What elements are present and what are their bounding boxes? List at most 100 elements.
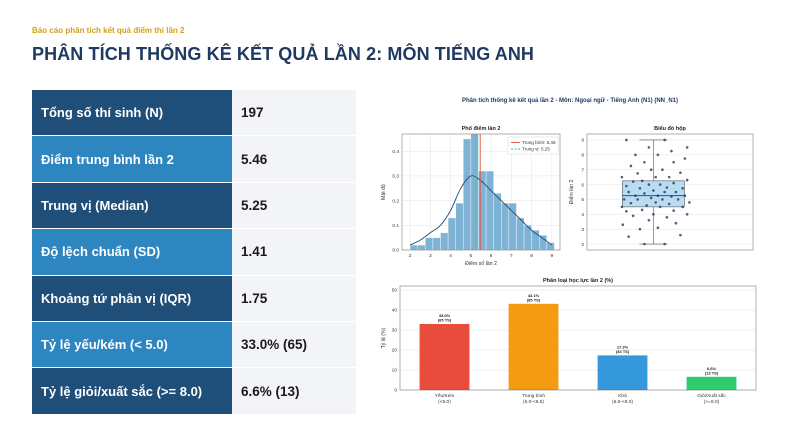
histogram-bar: [501, 202, 510, 251]
boxplot-point: [685, 178, 689, 182]
histogram-x-tick-label: 8: [530, 253, 533, 259]
boxplot-point: [676, 198, 680, 201]
classification-frame: [399, 285, 757, 391]
boxplot-y-tick-label: 4: [581, 212, 584, 218]
boxplot-point: [663, 242, 666, 246]
boxplot-point: [661, 168, 664, 171]
boxplot-y-tick-label: 7: [581, 167, 584, 173]
boxplot-y-tick-label: 5: [581, 197, 584, 203]
histogram-x-tick-label: 2: [409, 253, 412, 259]
histogram-y-tick-label: 0.1: [392, 223, 399, 229]
stat-row-weak-rate: Tỷ lệ yếu/kém (< 5.0) 33.0% (65): [32, 321, 356, 369]
histogram-x-tick-label: 7: [510, 253, 513, 259]
classification-data-label: (65 TS): [438, 318, 452, 323]
classification-data-label: (34 TS): [616, 349, 630, 354]
histogram-bar: [485, 170, 494, 251]
boxplot-point: [640, 208, 644, 212]
classification-bar: [686, 376, 737, 390]
boxplot-y-tick-label: 2: [581, 242, 584, 248]
histogram-bar: [425, 237, 434, 251]
boxplot-point: [663, 190, 666, 194]
classification-y-tick-label: 0: [394, 388, 397, 394]
histogram-bar: [516, 217, 525, 251]
boxplot-y-tick-label: 8: [581, 153, 584, 159]
histogram-bar: [440, 232, 449, 251]
classification-data-label: (85 TS): [527, 297, 541, 302]
boxplot-point: [620, 175, 624, 179]
boxplot-point: [631, 180, 635, 183]
stat-label: Tỷ lệ giỏi/xuất sắc (>= 8.0): [32, 368, 232, 414]
boxplot-point: [643, 192, 646, 195]
stat-label: Trung vị (Median): [32, 182, 232, 229]
report-eyebrow: Báo cáo phân tích kết quả điểm thi lần 2: [32, 26, 185, 35]
boxplot-point: [688, 201, 691, 204]
histogram-y-tick-label: 0.2: [392, 198, 399, 204]
histogram-bar: [409, 244, 418, 251]
boxplot-point: [636, 198, 639, 201]
histogram-bar: [478, 170, 487, 251]
boxplot-point: [679, 171, 682, 174]
boxplot-point: [647, 183, 651, 186]
stat-row-excellent-rate: Tỷ lệ giỏi/xuất sắc (>= 8.0) 6.6% (13): [32, 368, 356, 415]
boxplot-point: [683, 157, 687, 160]
stat-label: Tổng số thí sinh (N): [32, 90, 232, 136]
histogram-y-tick-label: 0.4: [392, 149, 399, 155]
histogram-title: Phổ điểm lần 2: [462, 125, 501, 132]
stat-row-median: Trung vị (Median) 5.25: [32, 182, 356, 230]
boxplot-point: [631, 214, 635, 218]
boxplot-point: [627, 190, 630, 194]
boxplot-point: [625, 138, 628, 142]
boxplot-point: [647, 146, 651, 149]
stat-label: Điểm trung bình lần 2: [32, 136, 232, 182]
histogram-x-tick-label: 5: [470, 253, 473, 259]
boxplot-point: [656, 226, 660, 229]
boxplot-point: [674, 221, 678, 225]
classification-y-tick-label: 30: [392, 328, 398, 334]
stat-value: 197: [232, 90, 356, 136]
histogram-x-tick-label: 4: [449, 253, 452, 259]
boxplot-point: [685, 146, 689, 149]
boxplot-point: [640, 179, 644, 183]
classification-x-tick-label: Yếu/Kém: [435, 393, 455, 399]
boxplot-point: [643, 160, 646, 164]
boxplot-box: [622, 180, 685, 208]
classification-bar: [419, 324, 470, 390]
boxplot-y-tick-label: 6: [581, 182, 584, 188]
boxplot-frame: [586, 133, 754, 251]
boxplot-point: [629, 201, 633, 205]
boxplot-point: [663, 138, 666, 142]
boxplot-point: [627, 235, 630, 238]
histogram-bar: [432, 237, 441, 251]
boxplot-chart: Biểu đồ hộp 2 3 4 5 6 7 8 9 Điểm lần 2: [568, 125, 754, 251]
boxplot-point: [658, 205, 662, 209]
histogram-bar: [493, 193, 502, 251]
classification-x-tick-label: (>=8.0): [704, 399, 720, 405]
boxplot-point: [670, 149, 673, 153]
histogram-y-axis-label: Mật độ: [381, 184, 387, 200]
classification-data-label: 6.6%: [707, 366, 717, 371]
stat-value: 33.0% (65): [232, 321, 356, 368]
page-title: PHÂN TÍCH THỐNG KÊ KẾT QUẢ LẦN 2: MÔN TI…: [32, 44, 535, 64]
figure-canvas: Phân tích thống kê kết quả lần 2 - Môn: …: [374, 90, 767, 412]
boxplot-point: [665, 215, 669, 219]
stat-value: 1.41: [232, 229, 356, 275]
histogram-bar: [470, 133, 479, 251]
analysis-figure: Phân tích thống kê kết quả lần 2 - Môn: …: [374, 90, 767, 412]
stat-value: 5.46: [232, 136, 356, 182]
stat-row-total: Tổng số thí sinh (N) 197: [32, 90, 356, 137]
classification-title: Phân loại học lực lần 2 (%): [543, 278, 613, 284]
classification-x-tick-label: Trung bình: [522, 393, 545, 399]
boxplot-point: [683, 194, 687, 198]
classification-x-tick-label: Giỏi/Xuất sắc: [697, 392, 726, 399]
boxplot-point: [667, 175, 671, 179]
stat-row-mean: Điểm trung bình lần 2 5.46: [32, 136, 356, 183]
classification-y-axis-label: Tỷ lệ (%): [380, 327, 387, 348]
boxplot-point: [652, 213, 655, 216]
stat-label: Độ lệch chuẩn (SD): [32, 229, 232, 275]
boxplot-point: [658, 183, 662, 186]
histogram-x-tick-label: 6: [490, 253, 493, 259]
figure-suptitle: Phân tích thống kê kết quả lần 2 - Môn: …: [462, 97, 678, 104]
boxplot-point: [674, 190, 678, 194]
boxplot-point: [654, 201, 657, 204]
classification-y-tick-label: 10: [392, 368, 398, 374]
